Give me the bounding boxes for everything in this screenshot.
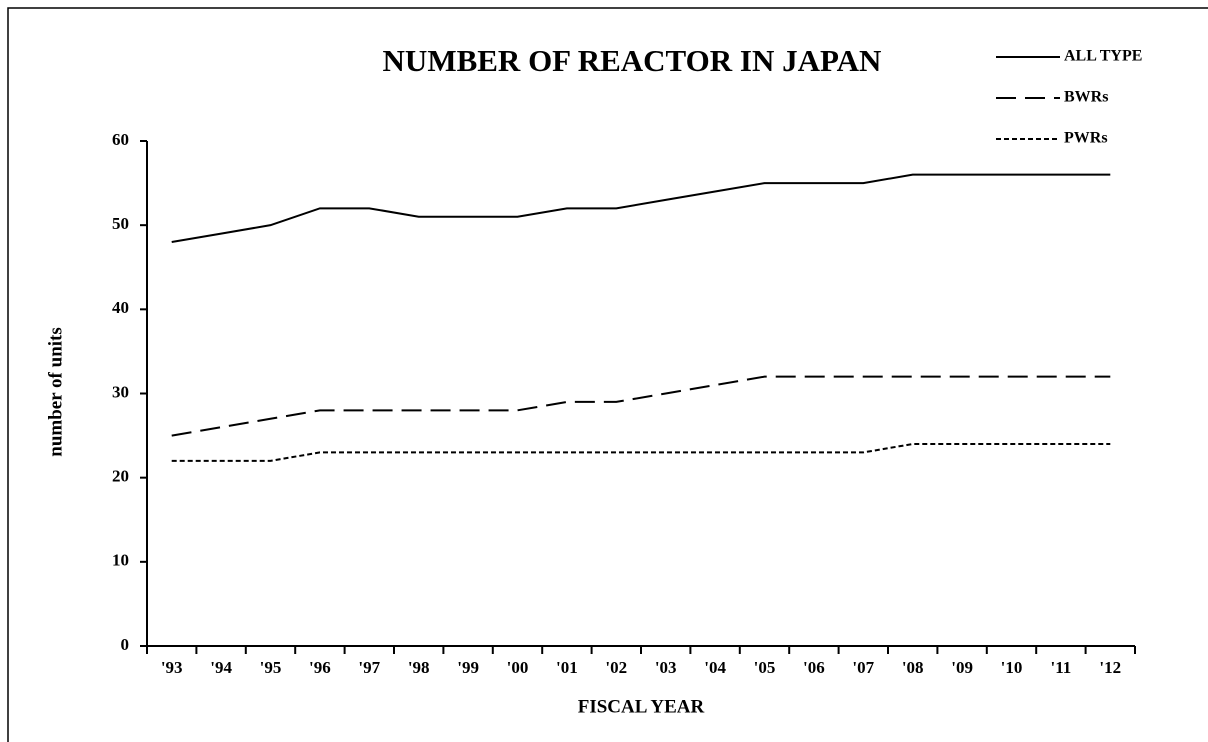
y-tick-label: 50 [112, 214, 129, 233]
x-tick-label: '00 [507, 658, 529, 677]
x-tick-label: '94 [210, 658, 232, 677]
x-tick-label: '04 [704, 658, 726, 677]
series-line [171, 375, 1111, 437]
frame [7, 7, 1208, 742]
x-tick-label: '93 [161, 658, 183, 677]
x-tick-label: '98 [408, 658, 430, 677]
x-tick-label: '05 [754, 658, 776, 677]
x-tick-label: '01 [556, 658, 578, 677]
x-tick-label: '99 [457, 658, 479, 677]
y-tick-label: 60 [112, 130, 129, 149]
legend-label: BWRs [1064, 89, 1108, 106]
legend-label: PWRs [1064, 130, 1108, 147]
y-tick-label: 0 [121, 635, 130, 654]
y-tick-label: 30 [112, 382, 129, 401]
legend-label: ALL TYPE [1064, 48, 1142, 65]
series-line [171, 443, 1111, 462]
series-line [171, 173, 1111, 243]
x-tick-label: '96 [309, 658, 331, 677]
x-tick-label: '02 [605, 658, 627, 677]
x-tick-label: '03 [655, 658, 677, 677]
x-tick-label: '06 [803, 658, 825, 677]
x-tick-label: '08 [902, 658, 924, 677]
y-axis-label: number of units [45, 327, 66, 457]
x-tick-label: '11 [1051, 658, 1072, 677]
x-tick-label: '12 [1099, 658, 1121, 677]
x-tick-label: '07 [852, 658, 874, 677]
x-tick-label: '95 [260, 658, 282, 677]
y-tick-label: 10 [112, 551, 129, 570]
x-tick-label: '97 [358, 658, 380, 677]
x-tick-label: '10 [1001, 658, 1023, 677]
y-tick-label: 40 [112, 298, 129, 317]
chart-title: NUMBER OF REACTOR IN JAPAN [383, 43, 882, 78]
y-tick-label: 20 [112, 467, 129, 486]
x-tick-label: '09 [951, 658, 973, 677]
x-axis-label: FISCAL YEAR [578, 696, 705, 717]
